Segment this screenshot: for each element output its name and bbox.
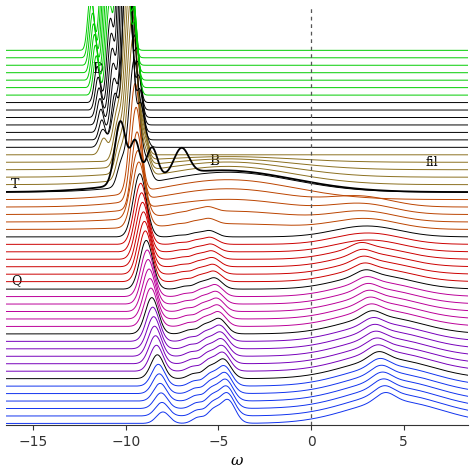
Text: fil: fil (426, 156, 438, 169)
Text: D: D (92, 63, 104, 76)
X-axis label: ω: ω (231, 455, 243, 468)
Text: T: T (11, 178, 19, 191)
Text: Q: Q (11, 274, 21, 288)
Text: B: B (209, 154, 219, 168)
